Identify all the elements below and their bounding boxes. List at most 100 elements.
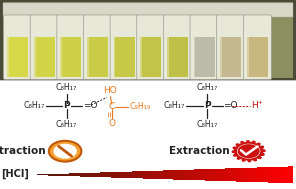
Bar bbox=[282, 167, 284, 183]
Bar bbox=[172, 170, 173, 180]
Bar bbox=[268, 167, 269, 183]
Bar bbox=[278, 167, 280, 183]
Bar bbox=[266, 167, 268, 183]
Bar bbox=[289, 167, 291, 183]
Text: H: H bbox=[251, 101, 258, 110]
Bar bbox=[192, 170, 194, 180]
Bar bbox=[45, 174, 47, 175]
Bar bbox=[83, 173, 84, 177]
Bar bbox=[155, 171, 156, 179]
Bar bbox=[77, 173, 79, 177]
Bar bbox=[180, 170, 181, 180]
FancyBboxPatch shape bbox=[217, 15, 245, 80]
Bar bbox=[132, 171, 133, 178]
Bar bbox=[166, 170, 168, 179]
Bar bbox=[244, 168, 245, 182]
Bar bbox=[144, 171, 146, 179]
Bar bbox=[247, 37, 249, 77]
Bar bbox=[36, 174, 38, 175]
Bar bbox=[52, 174, 54, 176]
Bar bbox=[115, 172, 116, 178]
Bar bbox=[103, 172, 104, 177]
Bar bbox=[81, 173, 83, 177]
Bar bbox=[88, 173, 90, 177]
Bar bbox=[135, 171, 136, 178]
Circle shape bbox=[49, 141, 81, 162]
Bar bbox=[87, 37, 89, 77]
Bar bbox=[205, 169, 207, 180]
Bar bbox=[223, 169, 224, 181]
Bar bbox=[200, 169, 201, 180]
Bar bbox=[131, 171, 132, 178]
Bar bbox=[61, 174, 63, 176]
Bar bbox=[114, 37, 135, 77]
Bar bbox=[112, 172, 114, 177]
Bar bbox=[213, 169, 215, 181]
Bar bbox=[159, 171, 160, 179]
Bar bbox=[3, 2, 293, 78]
Bar bbox=[0, 0, 296, 80]
Bar bbox=[93, 173, 95, 177]
Bar bbox=[220, 37, 222, 77]
Bar bbox=[234, 168, 236, 181]
Bar bbox=[281, 167, 283, 183]
Bar bbox=[108, 172, 110, 177]
Bar bbox=[59, 174, 60, 176]
Bar bbox=[280, 167, 281, 183]
Bar bbox=[145, 171, 147, 179]
Bar bbox=[140, 37, 142, 77]
FancyBboxPatch shape bbox=[57, 15, 85, 80]
Bar bbox=[173, 170, 175, 180]
Text: C₉H₁₉: C₉H₁₉ bbox=[130, 102, 151, 111]
Bar bbox=[290, 166, 292, 183]
Text: C₈H₁₇: C₈H₁₇ bbox=[56, 83, 77, 92]
Bar bbox=[71, 174, 72, 176]
Bar bbox=[277, 167, 279, 183]
Bar bbox=[246, 168, 248, 182]
Bar bbox=[263, 167, 264, 182]
Bar bbox=[60, 174, 62, 176]
Bar bbox=[80, 173, 82, 177]
Bar bbox=[272, 167, 274, 183]
Bar bbox=[273, 167, 275, 183]
Bar bbox=[140, 171, 141, 178]
Bar bbox=[109, 172, 111, 177]
Bar bbox=[48, 174, 50, 176]
Bar bbox=[194, 37, 195, 77]
Bar bbox=[75, 173, 76, 176]
Bar bbox=[95, 173, 96, 177]
Bar bbox=[221, 169, 223, 181]
FancyBboxPatch shape bbox=[137, 15, 165, 80]
Bar bbox=[44, 174, 46, 175]
Text: P: P bbox=[204, 101, 210, 110]
Bar bbox=[114, 37, 115, 77]
Text: C₈H₁₇: C₈H₁₇ bbox=[164, 101, 185, 110]
Bar bbox=[182, 170, 184, 180]
Circle shape bbox=[53, 144, 77, 159]
Bar bbox=[257, 167, 259, 182]
Text: [HCl]: [HCl] bbox=[1, 169, 29, 179]
FancyBboxPatch shape bbox=[110, 15, 138, 80]
Bar bbox=[136, 171, 137, 178]
Bar bbox=[160, 170, 162, 179]
Circle shape bbox=[238, 144, 260, 158]
Bar bbox=[157, 171, 159, 179]
Bar bbox=[68, 174, 70, 176]
Bar bbox=[264, 167, 265, 182]
Bar bbox=[149, 171, 151, 179]
Bar bbox=[76, 173, 78, 176]
Bar bbox=[186, 170, 188, 180]
Bar bbox=[208, 169, 210, 181]
Bar bbox=[201, 169, 203, 180]
Bar bbox=[252, 168, 253, 182]
Bar bbox=[226, 168, 228, 181]
Bar bbox=[96, 173, 98, 177]
Bar bbox=[84, 173, 86, 177]
Bar bbox=[198, 169, 200, 180]
Bar bbox=[34, 37, 55, 77]
Bar bbox=[185, 170, 187, 180]
Bar bbox=[260, 167, 261, 182]
Bar bbox=[236, 168, 237, 181]
Bar bbox=[225, 168, 227, 181]
Bar bbox=[256, 167, 257, 182]
